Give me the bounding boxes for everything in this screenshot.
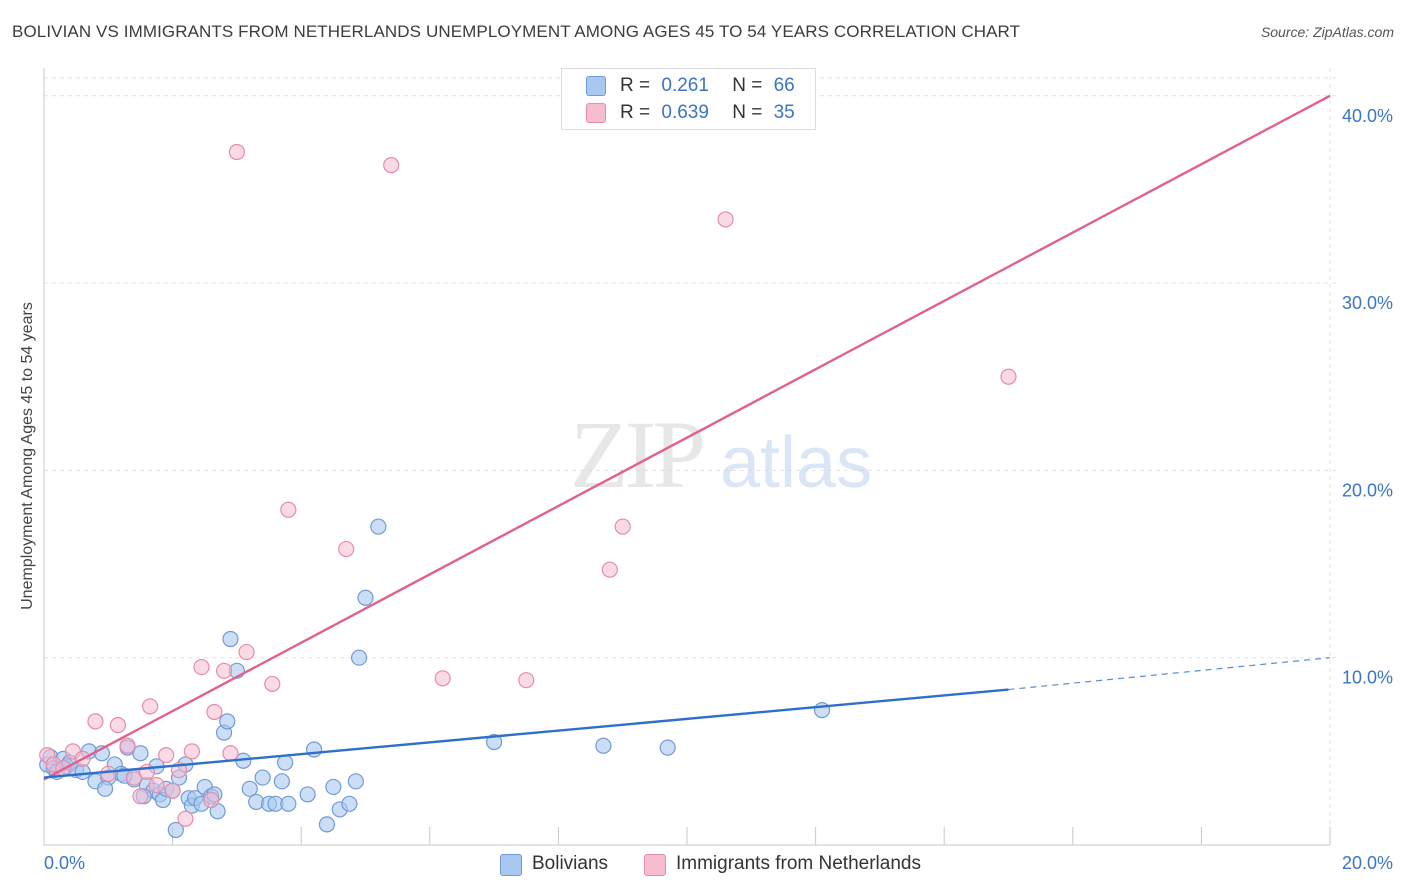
bolivian-point	[222, 630, 239, 648]
bolivian-point	[277, 754, 294, 771]
netherlands-point	[141, 698, 159, 715]
bolivian-point	[350, 649, 368, 666]
series-legend: Bolivians Immigrants from Netherlands	[0, 852, 1406, 878]
source-label: Source: ZipAtlas.com	[1260, 24, 1394, 40]
bolivian-point	[486, 733, 503, 751]
netherlands-point	[87, 713, 104, 730]
series-netherlands	[39, 143, 1017, 827]
netherlands-point	[280, 501, 297, 518]
chart-title: BOLIVIAN VS IMMIGRANTS FROM NETHERLANDS …	[12, 22, 1021, 41]
netherlands-point	[203, 791, 220, 809]
netherlands-point	[383, 156, 400, 174]
bolivian-point	[347, 773, 364, 790]
r-value: 0.261	[661, 75, 709, 96]
watermark-atlas: atlas	[720, 423, 872, 503]
x-tick-label-max: 20.0%	[1342, 853, 1393, 873]
bolivian-point	[241, 780, 258, 797]
bolivian-point	[167, 821, 184, 839]
x-tick-label-min: 0.0%	[44, 853, 85, 873]
netherlands-point	[183, 743, 200, 760]
blue-swatch	[500, 854, 522, 876]
y-tick-label: 40.0%	[1342, 106, 1393, 126]
bolivian-point	[273, 773, 291, 790]
legend-label: Bolivians	[532, 853, 609, 874]
netherlands-point	[614, 518, 631, 535]
netherlands-trend-line	[43, 94, 1331, 781]
netherlands-point	[132, 788, 149, 805]
bolivian-point	[254, 769, 271, 786]
netherlands-point	[215, 662, 233, 679]
bolivian-point	[325, 778, 342, 796]
netherlands-point	[109, 717, 127, 734]
netherlands-point	[119, 737, 136, 754]
bolivian-point	[299, 786, 316, 803]
netherlands-point	[238, 643, 255, 661]
bolivian-point	[219, 713, 236, 730]
trend-lines	[43, 94, 1331, 781]
n-value: 35	[773, 102, 795, 123]
netherlands-point	[158, 746, 175, 764]
netherlands-point	[100, 765, 117, 782]
y-tick-label: 20.0%	[1342, 480, 1393, 500]
y-axis-label: Unemployment Among Ages 45 to 54 years	[19, 302, 36, 610]
netherlands-point	[434, 670, 451, 687]
n-label: N =	[732, 102, 763, 123]
axes	[43, 68, 1331, 846]
bolivian-point	[96, 780, 114, 797]
bolivian-point	[132, 745, 149, 762]
bolivian-point	[341, 795, 358, 812]
netherlands-point	[717, 211, 734, 228]
netherlands-point	[206, 703, 223, 721]
netherlands-point	[518, 672, 535, 689]
netherlands-point	[228, 143, 245, 161]
watermark-zip: ZIP	[570, 401, 703, 508]
pink-swatch	[644, 854, 666, 876]
r-label: R =	[620, 102, 651, 123]
blue-swatch	[586, 76, 606, 96]
tick-labels: 10.0% 20.0% 30.0% 40.0% 0.0% 20.0%	[44, 106, 1393, 873]
bolivian-point	[280, 795, 297, 812]
bolivian-point	[305, 741, 323, 758]
netherlands-point	[193, 658, 210, 676]
bolivian-trend-line	[43, 688, 1009, 779]
y-tick-label: 10.0%	[1342, 668, 1393, 688]
gridlines	[44, 68, 1338, 845]
netherlands-point	[164, 782, 181, 799]
bolivian-point	[595, 737, 612, 754]
netherlands-point	[1000, 368, 1017, 385]
netherlands-point	[601, 561, 618, 578]
netherlands-point	[222, 745, 239, 762]
bolivian-point	[659, 739, 676, 756]
y-tick-label: 30.0%	[1342, 293, 1393, 313]
bolivian-trend-extension	[1008, 657, 1331, 691]
r-label: R =	[620, 75, 651, 96]
netherlands-point	[148, 776, 165, 794]
bolivian-point	[357, 589, 374, 606]
n-value: 66	[773, 75, 795, 96]
pink-swatch	[586, 103, 606, 123]
r-value: 0.639	[661, 102, 709, 123]
bolivian-point	[370, 518, 387, 535]
stats-legend: R = 0.261 N = 66 R = 0.639 N = 35	[561, 68, 816, 130]
legend-label: Immigrants from Netherlands	[676, 853, 921, 874]
netherlands-point	[338, 540, 355, 558]
n-label: N =	[732, 75, 763, 96]
netherlands-point	[177, 810, 194, 827]
netherlands-point	[264, 675, 281, 693]
bolivian-point	[318, 816, 336, 833]
